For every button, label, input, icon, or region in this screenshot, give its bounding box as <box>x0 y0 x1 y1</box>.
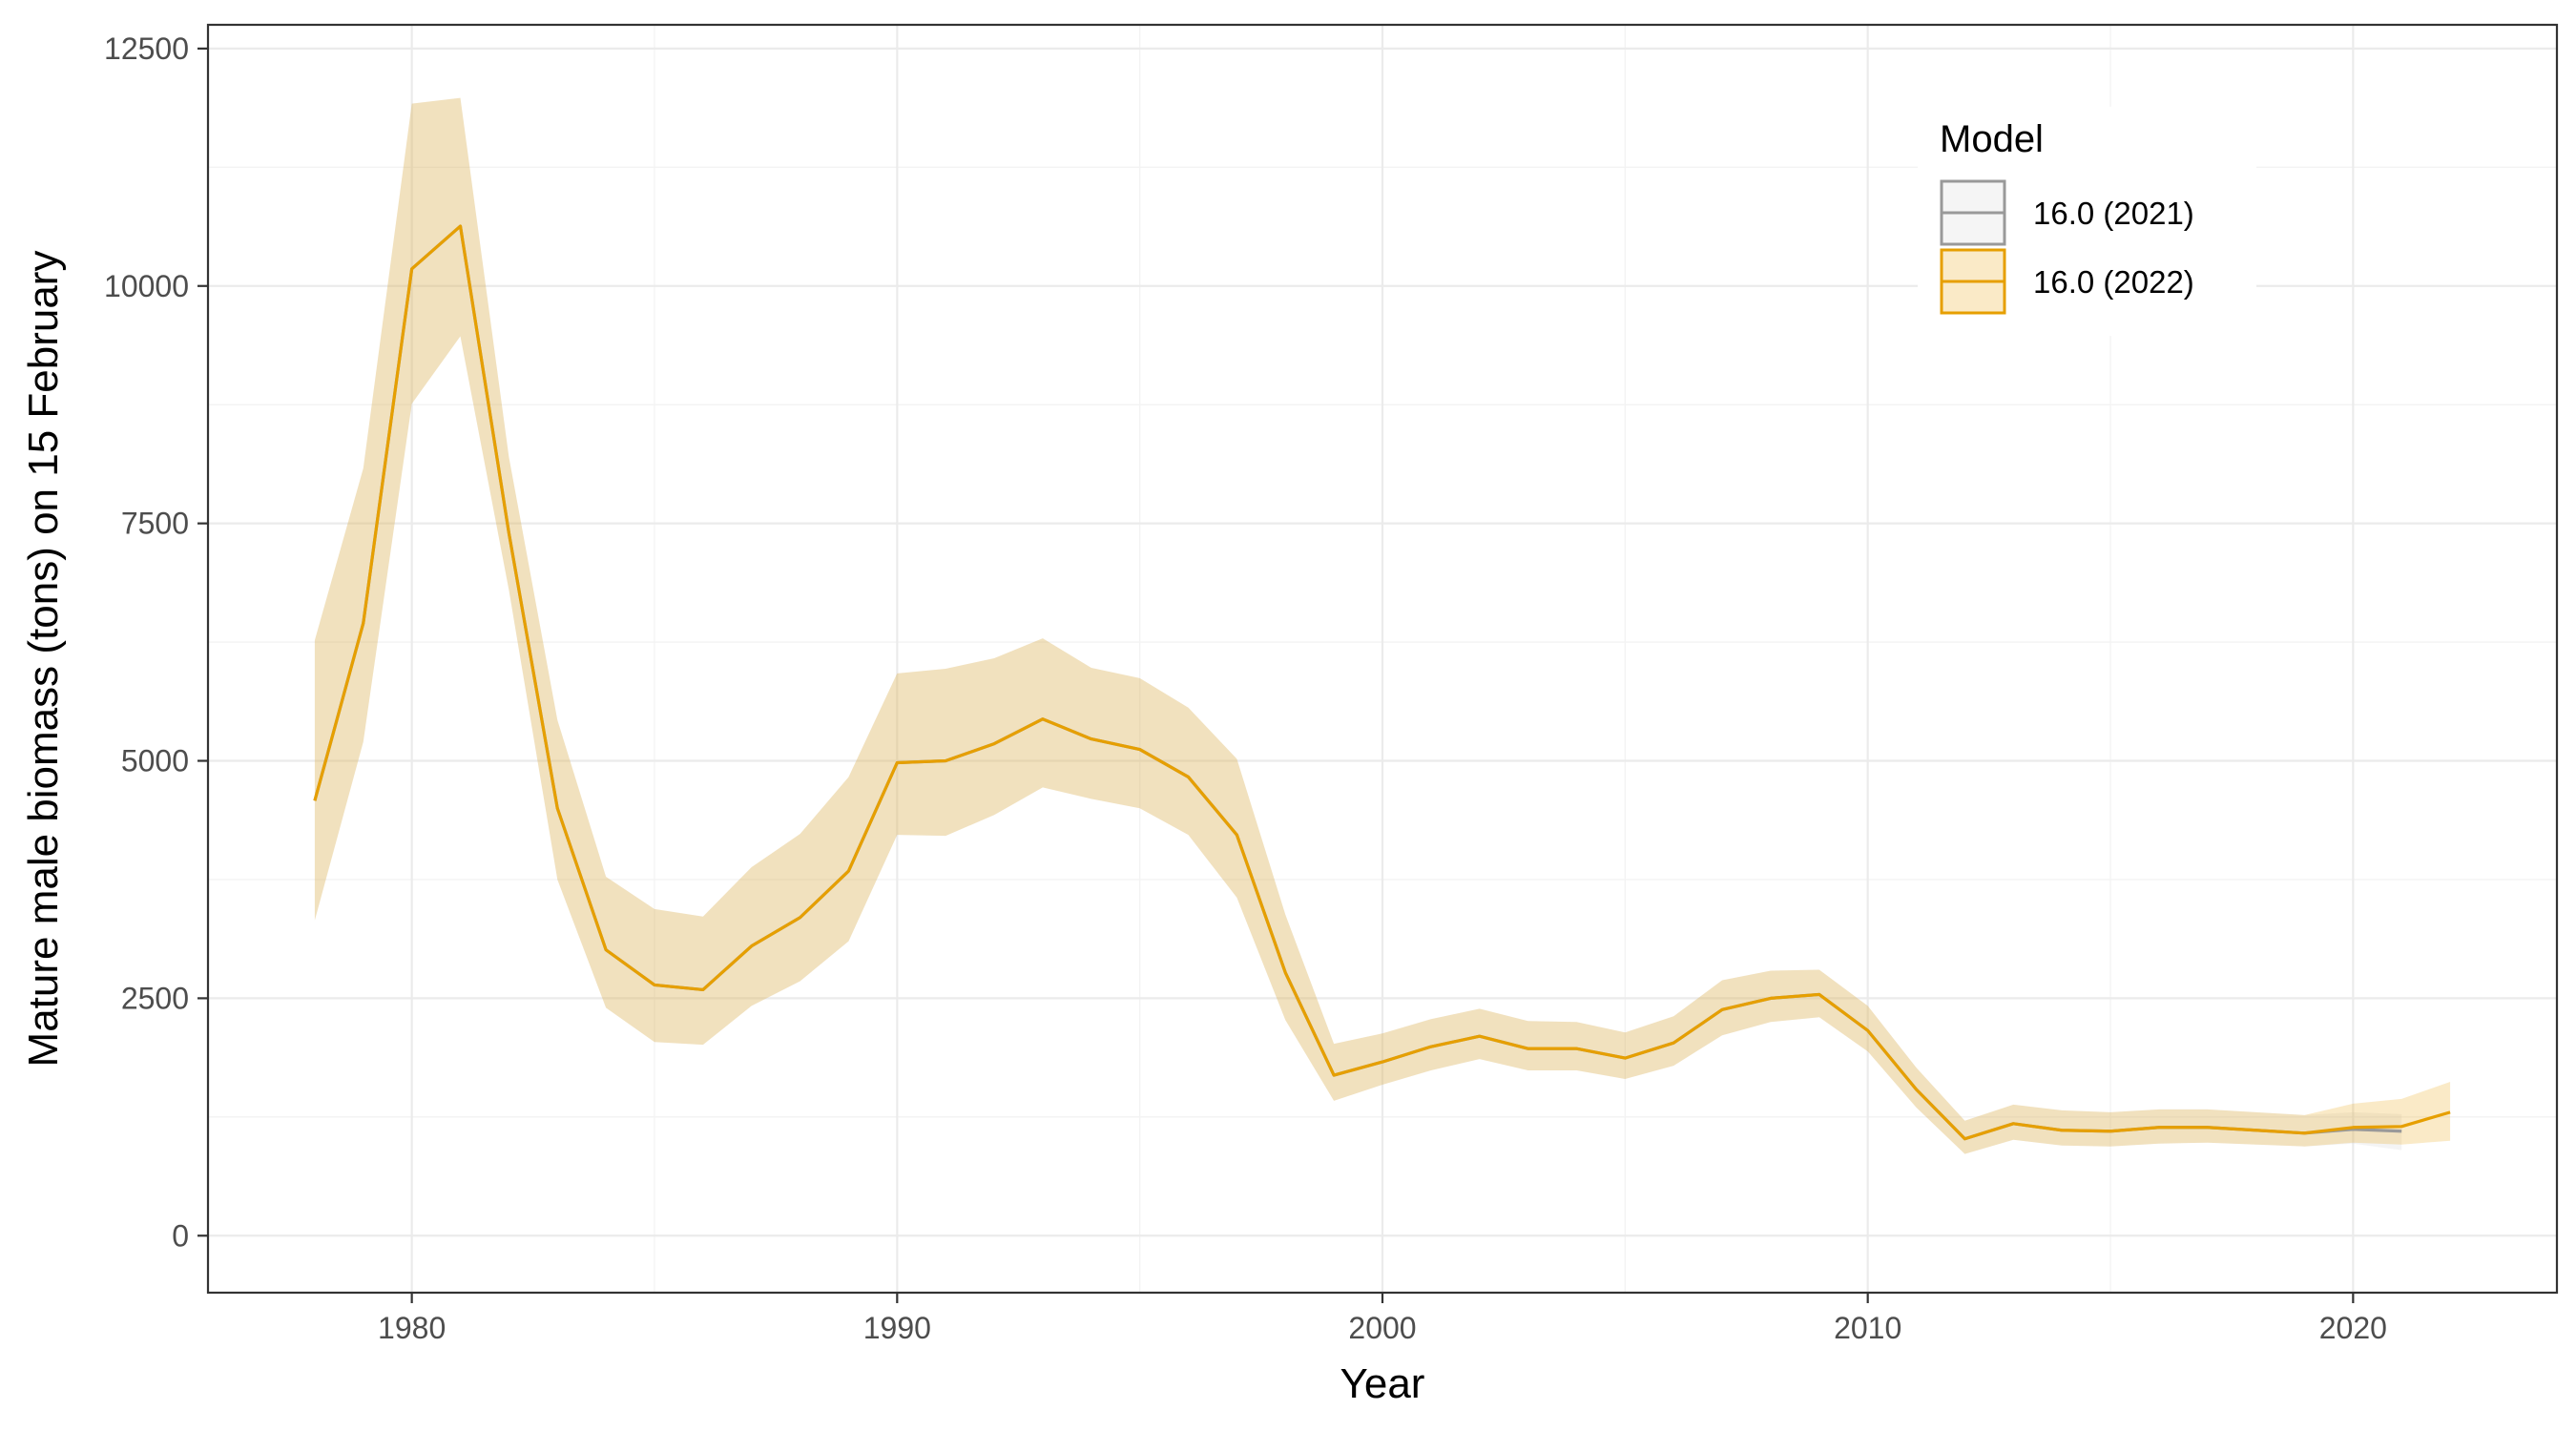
legend-background <box>1918 107 2256 336</box>
legend-entry-2021: 16.0 (2021) <box>1940 179 2194 246</box>
y-tick-label: 2500 <box>121 981 189 1015</box>
x-axis-title: Year <box>1340 1360 1425 1407</box>
y-tick-label: 12500 <box>104 31 189 66</box>
confidence-ribbons <box>314 97 2451 1154</box>
legend-title: Model <box>1940 118 2044 160</box>
x-tick-label: 1990 <box>863 1311 931 1345</box>
y-tick-label: 0 <box>172 1218 189 1253</box>
legend-label-2021: 16.0 (2021) <box>2033 196 2194 231</box>
x-tick-label: 2000 <box>1348 1311 1416 1345</box>
legend: Model 16.0 (2021) 16.0 (2022) <box>1918 107 2256 336</box>
y-tick-label: 7500 <box>121 507 189 541</box>
series-lines <box>313 224 2451 1141</box>
legend-label-2022: 16.0 (2022) <box>2033 264 2194 300</box>
y-tick-label: 5000 <box>121 744 189 778</box>
axes: 1980 1990 2000 2010 2020 0 2500 5000 7500 10000 12… <box>104 31 2387 1345</box>
y-axis-title: Mature male biomass (tons) on 15 Februar… <box>20 251 67 1068</box>
series-line-2022 <box>313 224 2451 1141</box>
x-tick-label: 2010 <box>1834 1311 1901 1345</box>
ribbon-2021 <box>314 97 2402 1154</box>
x-tick-label: 2020 <box>2319 1311 2387 1345</box>
ribbon-2022 <box>314 97 2451 1154</box>
x-tick-label: 1980 <box>378 1311 446 1345</box>
y-tick-label: 10000 <box>104 269 189 303</box>
legend-entry-2022: 16.0 (2022) <box>1940 248 2194 315</box>
